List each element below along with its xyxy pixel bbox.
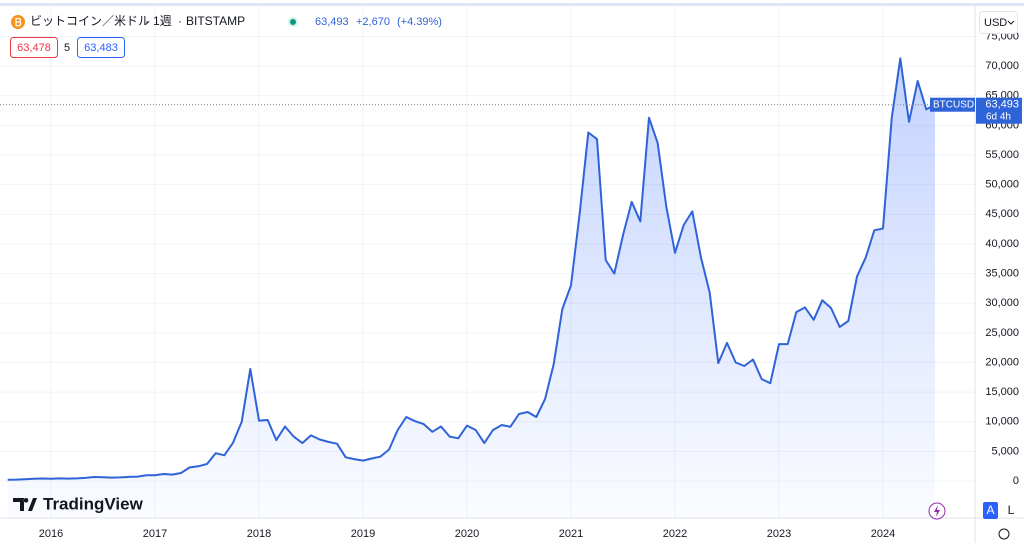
y-tick-label: 20,000 (985, 356, 1019, 368)
area-fill (7, 58, 935, 518)
last-price: 63,493 (315, 16, 349, 28)
y-tick-label: 30,000 (985, 297, 1019, 309)
currency-caret[interactable] (1007, 20, 1015, 25)
log-scale-label[interactable]: L (1008, 503, 1015, 517)
x-tick-label: 2023 (767, 528, 791, 540)
interval: 1週 (153, 14, 172, 28)
y-tick-label: 5,000 (991, 445, 1019, 457)
x-tick-label: 2024 (871, 528, 895, 540)
separator: · (145, 14, 149, 28)
symbol-tag (930, 97, 975, 112)
x-tick-label: 2020 (455, 528, 479, 540)
plot (0, 57, 975, 518)
y-tick-label: 0 (1013, 475, 1019, 487)
y-tick-label: 15,000 (985, 386, 1019, 398)
currency-button[interactable] (979, 11, 1018, 34)
y-tick-label: 35,000 (985, 267, 1019, 279)
market-status (290, 19, 296, 25)
logo-text: TradingView (43, 494, 144, 513)
symbol-name: ビットコイン／米ドル (30, 14, 150, 28)
price-change-percent: (+4.39%) (397, 16, 442, 28)
top-border (0, 3, 1024, 6)
logo-icon (13, 498, 37, 511)
settings-button[interactable] (998, 528, 1010, 540)
auto-scale-label[interactable]: A (986, 503, 994, 517)
y-tick-label: 55,000 (985, 149, 1019, 161)
countdown-label: 6d 4h (986, 111, 1011, 122)
y-tick-label: 45,000 (985, 208, 1019, 220)
y-tick-label: 10,000 (985, 416, 1019, 428)
y-tick-label: 40,000 (985, 238, 1019, 250)
x-tick-label: 2016 (39, 528, 63, 540)
sell-button[interactable] (10, 37, 58, 58)
buy-button[interactable] (77, 37, 125, 58)
bitcoin-glyph (15, 17, 22, 27)
price-line (7, 57, 936, 481)
grid (0, 6, 975, 518)
symbol-tag-label: BTCUSD (933, 99, 974, 110)
y-tick-label: 25,000 (985, 327, 1019, 339)
exchange: BITSTAMP (186, 14, 245, 28)
bid-price[interactable]: 63,478 (17, 42, 51, 54)
y-tick-label: 70,000 (985, 60, 1019, 72)
y-tick-label: 50,000 (985, 179, 1019, 191)
price-tag-label: 63,493 (985, 99, 1019, 111)
currency[interactable]: USD (984, 17, 1007, 29)
ask-price[interactable]: 63,483 (84, 42, 118, 54)
x-tick-label: 2022 (663, 528, 687, 540)
auto-scale-button[interactable] (983, 502, 998, 519)
indicator-glyph[interactable] (934, 505, 940, 517)
price-change: +2,670 (356, 16, 390, 28)
x-tick-label: 2019 (351, 528, 375, 540)
axes: 0 5,000 10,000 15,000 20,000 25,000 30,000 35,0… (39, 30, 1022, 540)
x-tick-label: 2017 (143, 528, 167, 540)
price-tag (976, 97, 1022, 124)
spread: 5 (64, 42, 70, 54)
x-tick-label: 2021 (559, 528, 583, 540)
x-tick-label: 2018 (247, 528, 271, 540)
separator: · (178, 14, 182, 28)
